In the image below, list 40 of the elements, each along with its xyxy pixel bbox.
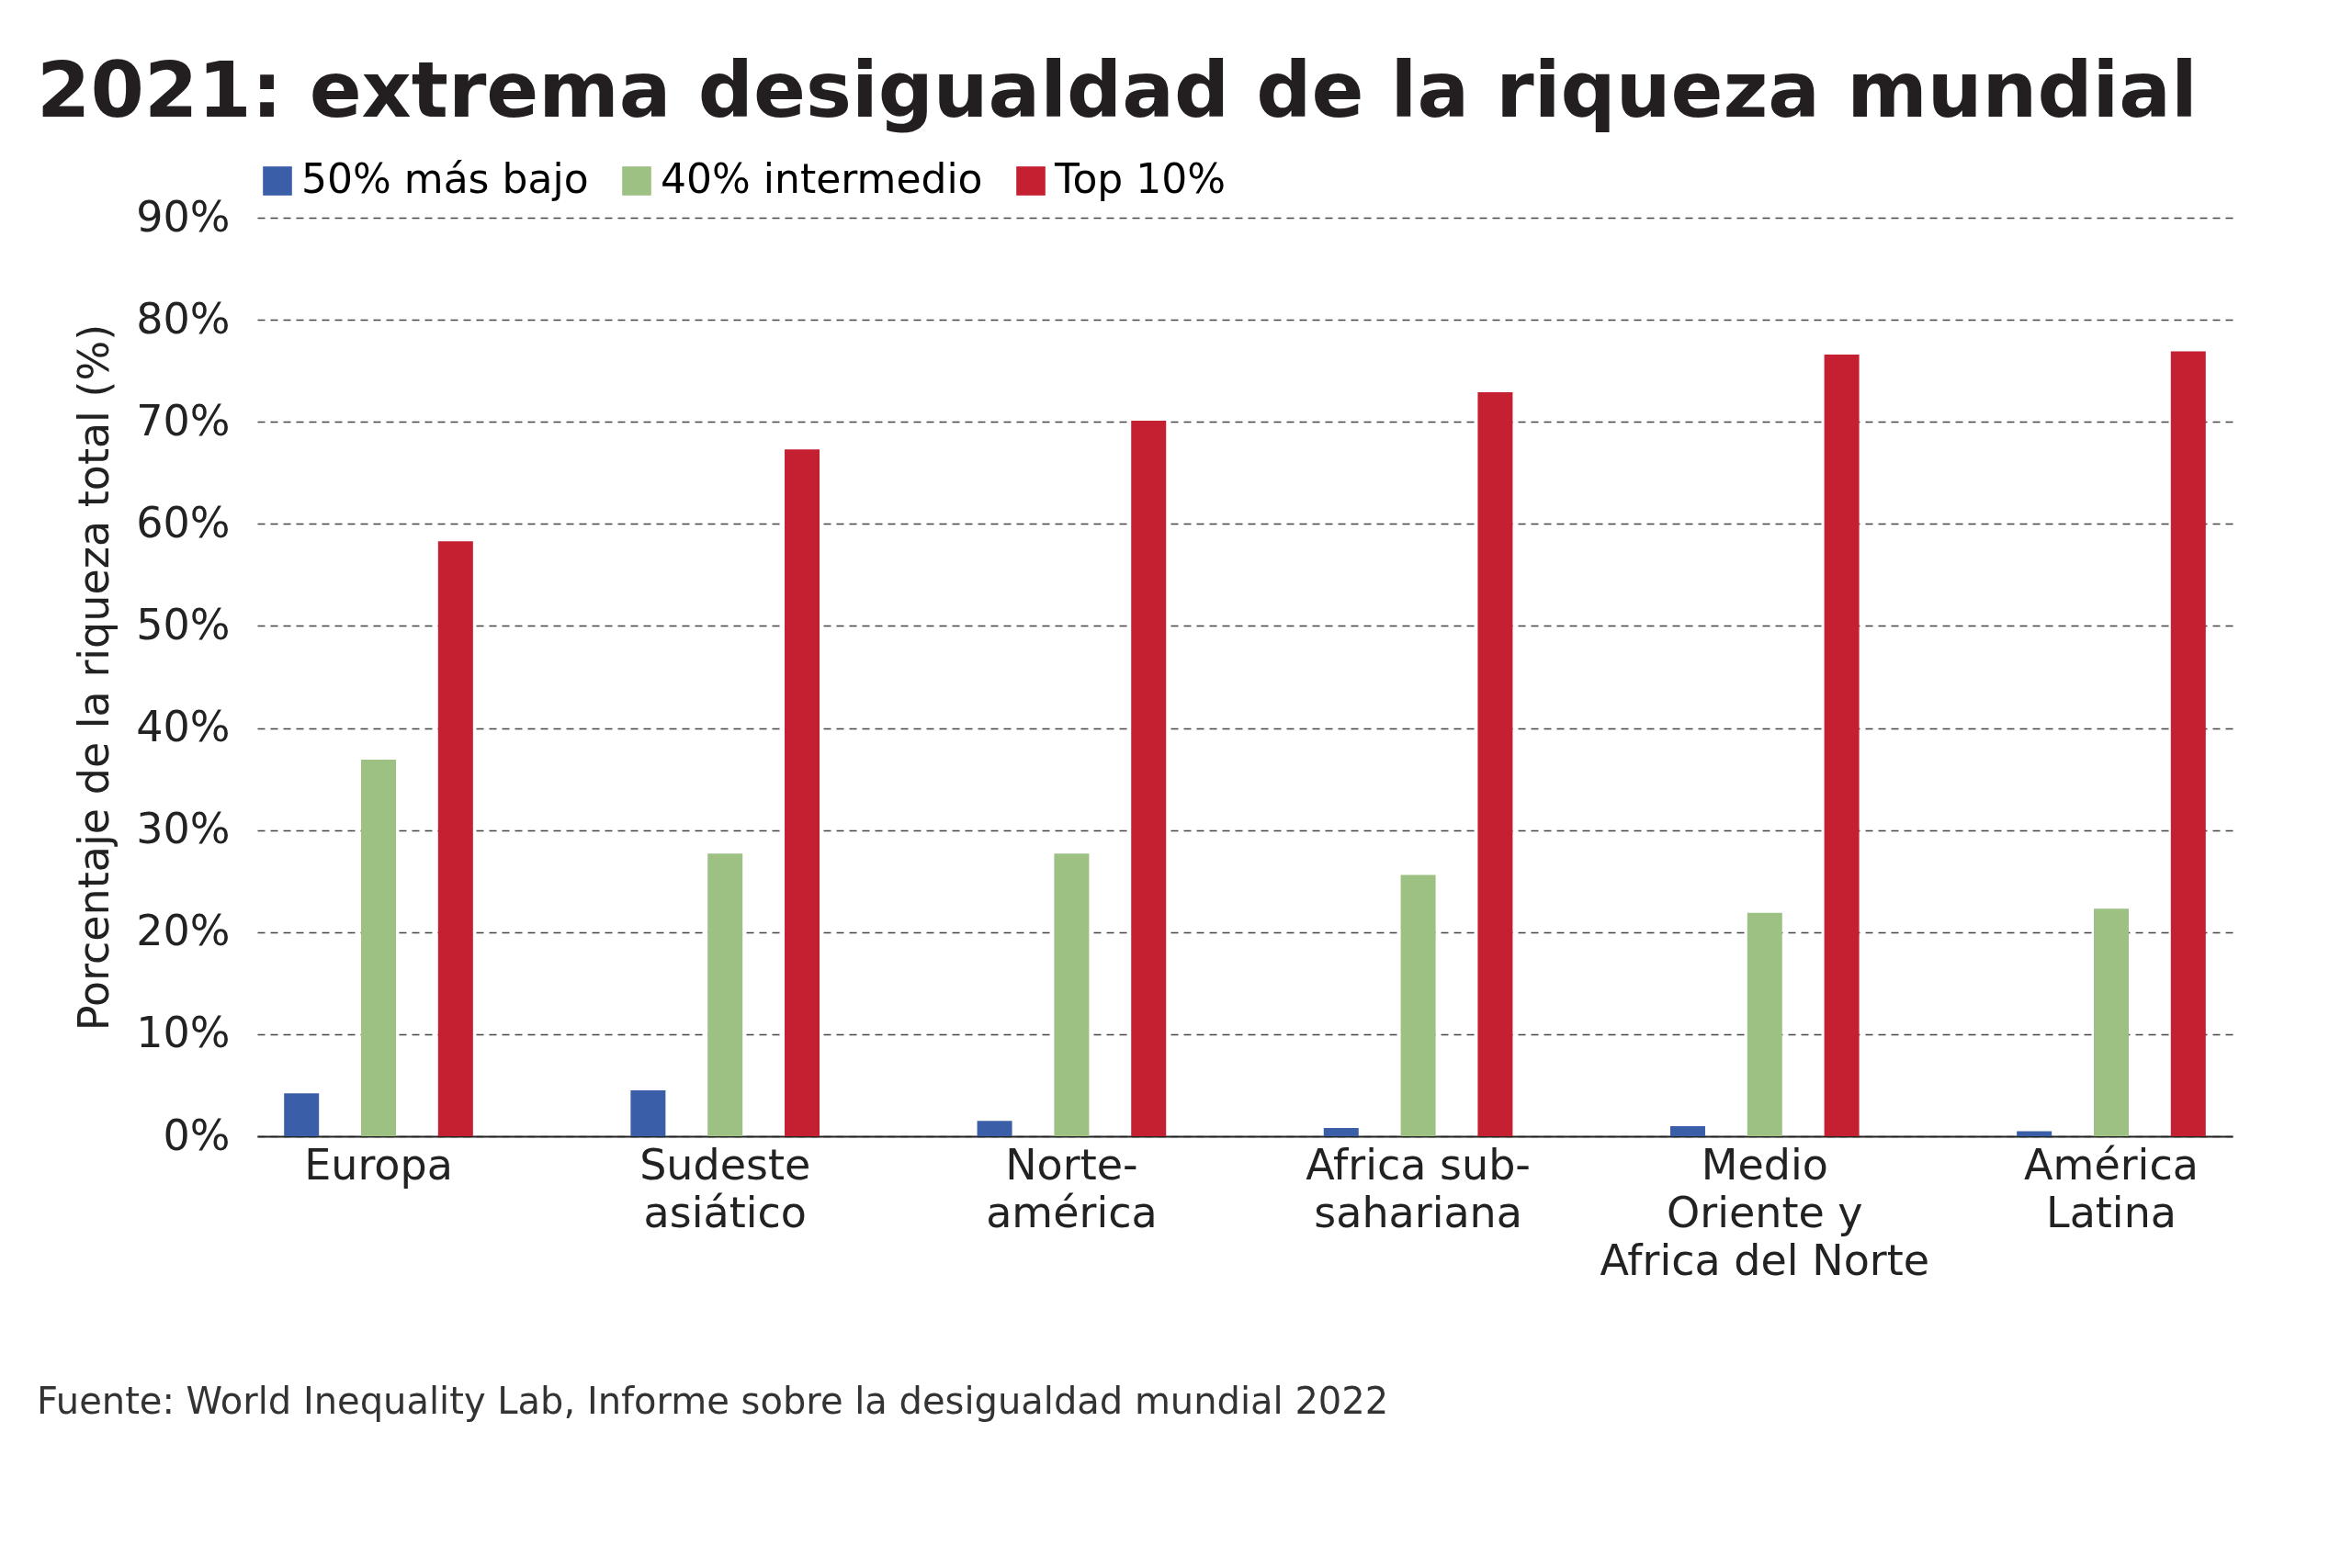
source-note: Fuente: World Inequality Lab, Informe sobre la desigualdad mundial 2022 [37, 1380, 1389, 1422]
y-tick-label: 0% [163, 1110, 231, 1160]
bar [284, 1093, 320, 1136]
bar [630, 1090, 666, 1136]
bar [361, 760, 397, 1136]
y-tick-label: 20% [136, 906, 231, 956]
bar [1669, 1125, 1705, 1136]
bar [437, 541, 473, 1136]
bar [785, 449, 820, 1136]
x-tick-label: Sudeste asiático [639, 1139, 811, 1237]
y-tick-label: 40% [136, 702, 231, 752]
bar [1400, 874, 1436, 1136]
y-tick-label: 50% [136, 599, 231, 649]
bar [1323, 1128, 1359, 1136]
y-tick-label: 90% [136, 191, 231, 242]
legend-label: Top 10% [1054, 155, 1227, 202]
bar [2170, 351, 2206, 1136]
x-tick-label: América Latina [2024, 1139, 2199, 1237]
y-tick-label: 30% [136, 804, 231, 854]
bar [1131, 421, 1167, 1136]
bar [2093, 908, 2129, 1136]
bar [1054, 853, 1090, 1136]
bar [1477, 392, 1513, 1136]
x-tick-label: Medio Oriente y Africa del Norte [1600, 1139, 1930, 1285]
y-tick-label: 70% [136, 395, 231, 446]
bar [1824, 354, 1860, 1136]
legend-label: 40% intermedio [661, 155, 983, 202]
y-tick-label: 10% [136, 1008, 231, 1058]
bar [977, 1121, 1012, 1136]
legend-label: 50% más bajo [301, 155, 589, 202]
x-tick-label: Africa sub- sahariana [1306, 1139, 1531, 1237]
bar [1747, 912, 1782, 1136]
x-tick-label: Europa [304, 1139, 453, 1190]
bar [707, 853, 743, 1136]
y-axis-title: Porcentaje de la riqueza total (%) [69, 323, 119, 1032]
x-tick-label: Norte- américa [986, 1139, 1158, 1237]
y-tick-label: 80% [136, 293, 231, 344]
chart-title: 2021: extrema desigualdad de la riqueza mundial [37, 45, 2198, 135]
bar [2017, 1131, 2052, 1136]
y-tick-label: 60% [136, 497, 231, 547]
